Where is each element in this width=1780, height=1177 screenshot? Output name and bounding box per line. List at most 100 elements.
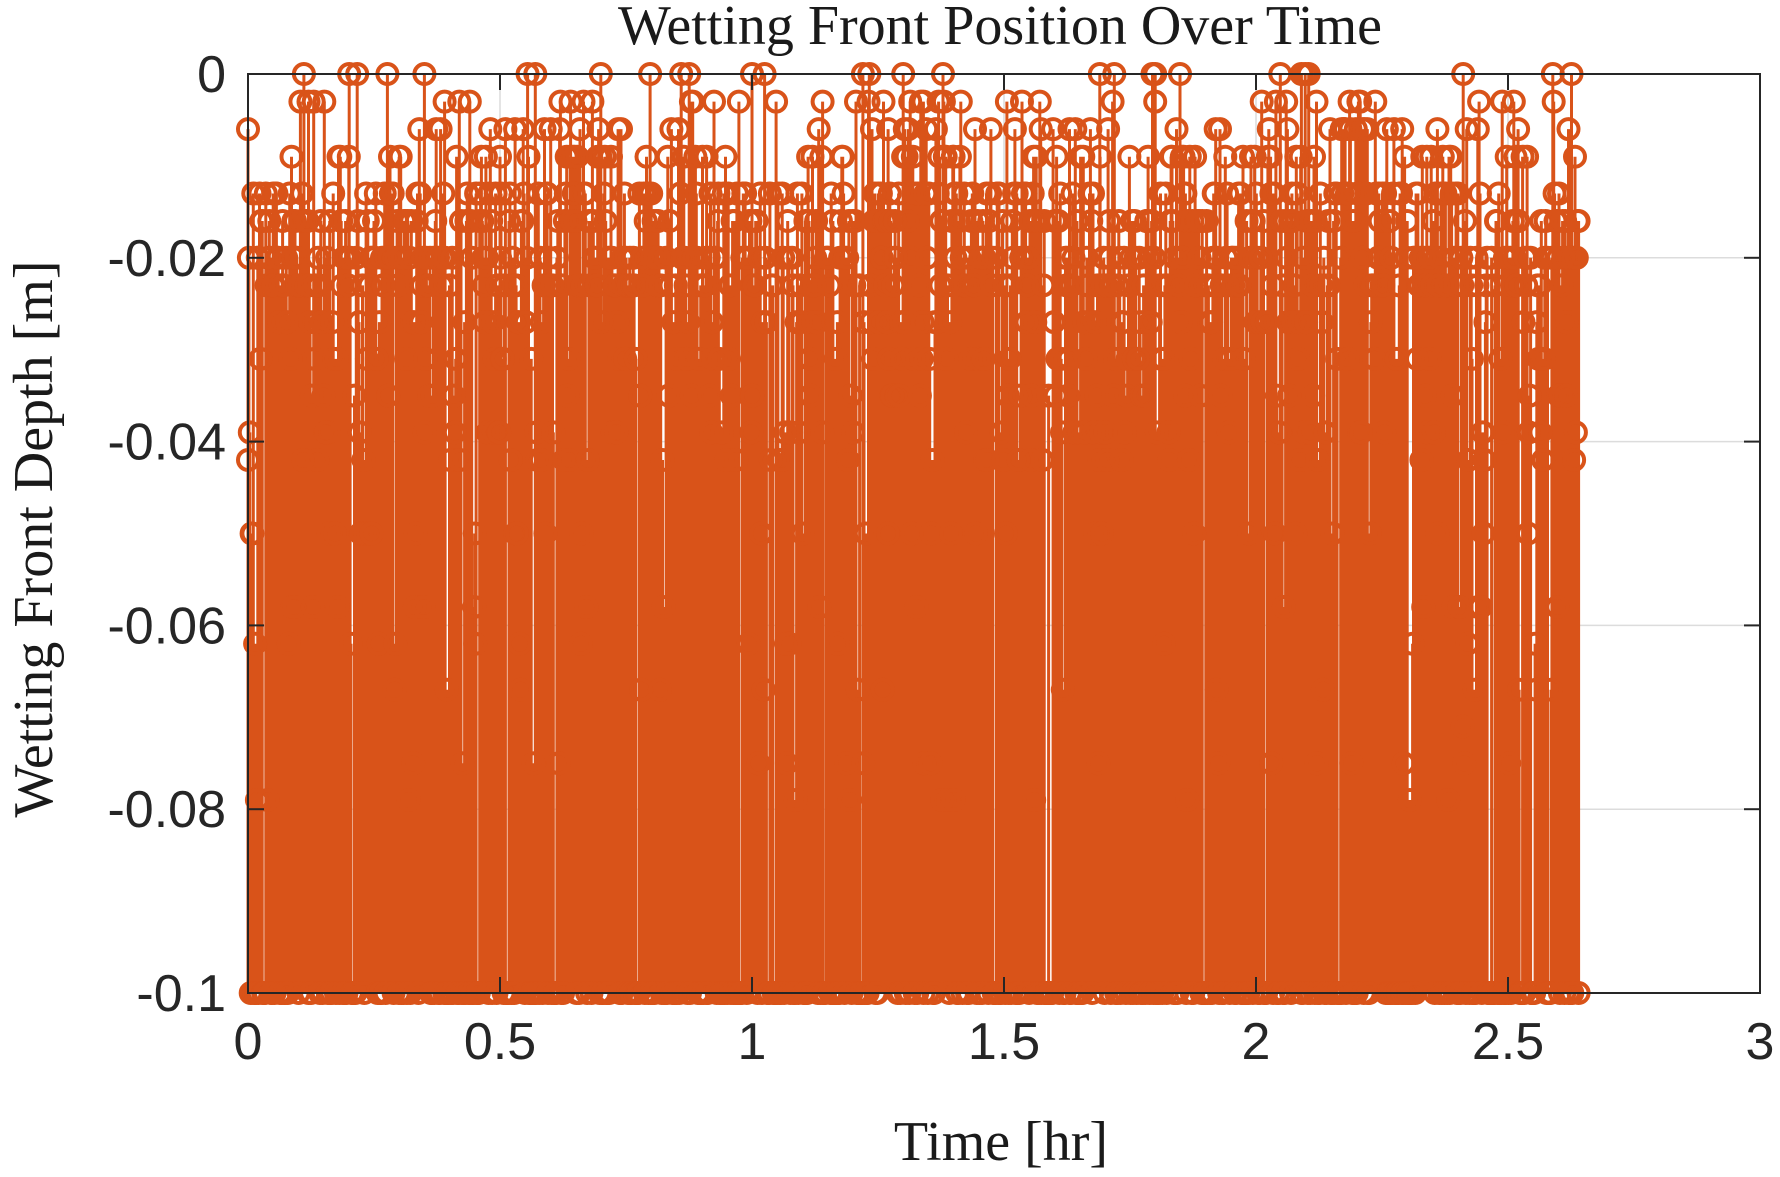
stem-marker xyxy=(877,181,902,206)
stem-marker xyxy=(800,144,825,169)
stem-marker xyxy=(1467,89,1492,114)
stem-marker xyxy=(907,383,932,408)
stem-marker xyxy=(859,310,884,335)
stem-marker xyxy=(819,181,844,206)
stem-marker xyxy=(277,181,302,206)
stem-marker xyxy=(1274,89,1299,114)
stem-marker xyxy=(1549,273,1574,298)
stem-marker xyxy=(357,273,382,298)
stem-marker xyxy=(1063,117,1088,142)
stem-marker xyxy=(1251,209,1276,233)
stem-marker xyxy=(1138,310,1163,335)
stem-marker xyxy=(409,310,434,335)
stem-marker xyxy=(363,181,388,206)
stem-marker xyxy=(339,631,363,656)
stem-marker xyxy=(599,144,623,169)
stem-marker xyxy=(933,144,958,169)
stem-marker xyxy=(323,521,347,546)
stem-marker xyxy=(1303,209,1328,233)
stem-marker xyxy=(790,521,815,546)
stem-marker xyxy=(963,521,988,546)
stem-marker xyxy=(915,245,939,270)
stem-marker xyxy=(884,245,908,270)
stem-marker xyxy=(1531,346,1556,371)
stem-marker xyxy=(307,273,331,298)
stem-marker xyxy=(1436,788,1461,812)
stem-marker xyxy=(1109,448,1134,472)
stem-marker xyxy=(899,245,924,270)
stem-marker xyxy=(628,383,653,408)
stem-marker xyxy=(699,420,724,445)
stem-marker xyxy=(881,273,906,298)
stem-marker xyxy=(529,310,554,335)
stem-marker xyxy=(860,346,885,371)
stem-marker xyxy=(1101,383,1126,408)
stem-marker xyxy=(482,346,507,371)
stem-marker xyxy=(844,89,868,114)
stem-marker xyxy=(432,89,457,114)
stem-marker xyxy=(623,346,648,371)
stem-marker xyxy=(478,117,503,142)
stem-marker xyxy=(519,346,544,371)
stem-marker xyxy=(718,273,742,298)
stem-marker xyxy=(714,448,739,472)
stem-marker xyxy=(825,310,850,335)
stem-marker xyxy=(931,89,956,114)
stem-marker xyxy=(1044,144,1069,169)
stem-marker xyxy=(978,181,1003,206)
stem-marker xyxy=(787,420,812,445)
stem-marker xyxy=(473,310,497,335)
stem-marker xyxy=(1488,346,1513,371)
stem-marker xyxy=(438,448,463,472)
axes xyxy=(247,73,1761,994)
stem-marker xyxy=(1204,677,1229,702)
stem-marker xyxy=(944,181,969,206)
stem-marker xyxy=(1302,144,1326,169)
stem-marker xyxy=(953,273,978,298)
stem-marker xyxy=(569,521,594,546)
stem-marker xyxy=(1282,273,1307,298)
stem-marker xyxy=(526,181,551,206)
stem-marker xyxy=(1426,273,1451,298)
stem-marker xyxy=(870,677,895,702)
stem-marker xyxy=(1310,677,1335,702)
stem-marker xyxy=(823,346,848,371)
stem-marker xyxy=(311,383,336,408)
stem-marker xyxy=(1468,595,1493,619)
stem-marker xyxy=(271,273,296,298)
stem-marker xyxy=(1413,383,1437,408)
stem-marker xyxy=(724,448,749,472)
stem-marker xyxy=(1288,144,1313,169)
stem-marker xyxy=(935,273,960,298)
stem-marker xyxy=(1084,383,1109,408)
stem-marker xyxy=(1442,245,1467,270)
stem-marker xyxy=(1343,117,1368,142)
stem-marker xyxy=(830,144,855,169)
stem-marker xyxy=(497,181,522,206)
stem-marker xyxy=(1516,420,1541,445)
stem-marker xyxy=(975,448,1000,472)
stem-marker xyxy=(1516,521,1540,546)
stem-marker xyxy=(901,346,926,371)
stem-marker xyxy=(1539,677,1563,702)
stem-marker xyxy=(1566,209,1591,233)
stem-marker xyxy=(481,310,505,335)
stem-marker xyxy=(571,89,596,114)
stem-marker xyxy=(568,631,593,656)
stem-marker xyxy=(413,346,438,371)
stem-marker xyxy=(1022,788,1047,812)
stem-marker xyxy=(929,209,954,233)
stem-marker xyxy=(876,521,900,546)
stem-marker xyxy=(1008,383,1033,408)
stem-marker xyxy=(1199,310,1224,335)
stem-marker xyxy=(1106,209,1131,233)
stem-marker xyxy=(328,144,353,169)
stem-marker xyxy=(1216,420,1241,445)
stem-marker xyxy=(444,144,469,169)
stem-marker xyxy=(777,631,802,656)
stem-marker xyxy=(506,310,531,335)
stem-marker xyxy=(1486,181,1511,206)
stem-marker xyxy=(1100,89,1125,114)
stem-marker xyxy=(713,144,738,169)
stem-marker xyxy=(1270,273,1295,298)
